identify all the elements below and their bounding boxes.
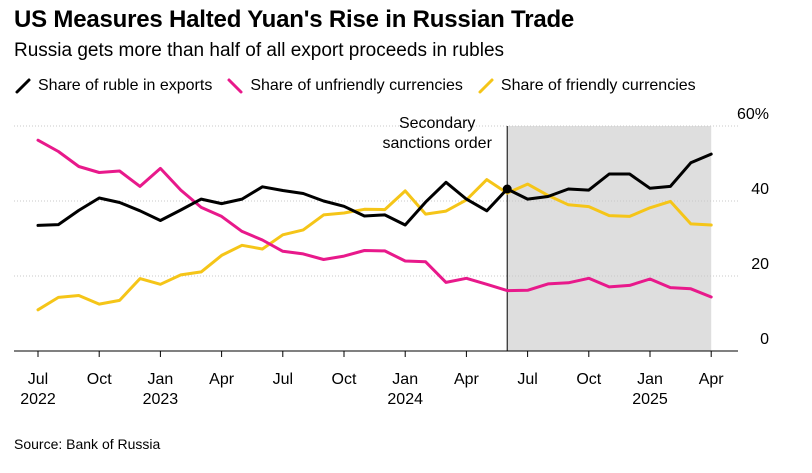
legend: Share of ruble in exports Share of unfri… [14, 77, 696, 95]
legend-item-friendly: Share of friendly currencies [477, 77, 696, 95]
shaded-region [507, 126, 712, 351]
legend-label-ruble: Share of ruble in exports [38, 77, 213, 94]
series-line-ruble [36, 152, 713, 227]
x-tick-label: Jan [637, 371, 663, 388]
x-tick-label: Jul [273, 371, 293, 388]
chart-subtitle: Russia gets more than half of all export… [14, 40, 505, 61]
legend-swatch-friendly [478, 78, 494, 94]
x-tick-label: Oct [87, 371, 112, 388]
series-line-friendly [36, 178, 713, 312]
chart-title: US Measures Halted Yuan's Rise in Russia… [14, 6, 575, 33]
x-tick-label: Oct [332, 371, 357, 388]
x-tick-label: Oct [576, 371, 601, 388]
x-tick-year-label: 2024 [387, 391, 423, 408]
x-tick-label: Jul [517, 371, 537, 388]
x-tick-label: Jul [28, 371, 48, 388]
x-tick-label: Apr [454, 371, 480, 388]
y-tick-label: 40 [751, 181, 769, 198]
y-tick-label: 0 [760, 331, 769, 348]
annotation-label: Secondary [399, 115, 476, 132]
legend-label-unfriendly: Share of unfriendly currencies [250, 77, 463, 94]
x-tick-year-label: 2022 [20, 391, 56, 408]
x-tick-year-label: 2025 [632, 391, 668, 408]
x-tick-label: Jan [392, 371, 418, 388]
legend-item-unfriendly: Share of unfriendly currencies [226, 77, 463, 95]
x-tick-year-label: 2023 [143, 391, 179, 408]
x-tick-label: Apr [209, 371, 235, 388]
series-line-unfriendly [36, 138, 713, 299]
legend-label-friendly: Share of friendly currencies [500, 77, 696, 94]
legend-item-ruble: Share of ruble in exports [14, 77, 212, 95]
y-tick-label: 20 [751, 256, 769, 273]
annotation-marker [502, 184, 512, 194]
legend-swatch-ruble [15, 78, 31, 94]
x-tick-label: Jan [148, 371, 174, 388]
legend-swatch-unfriendly [227, 78, 243, 94]
y-tick-label: 60% [737, 106, 769, 123]
source-note: Source: Bank of Russia [14, 436, 161, 452]
x-tick-label: Apr [699, 371, 725, 388]
annotation-label: sanctions order [383, 135, 493, 152]
